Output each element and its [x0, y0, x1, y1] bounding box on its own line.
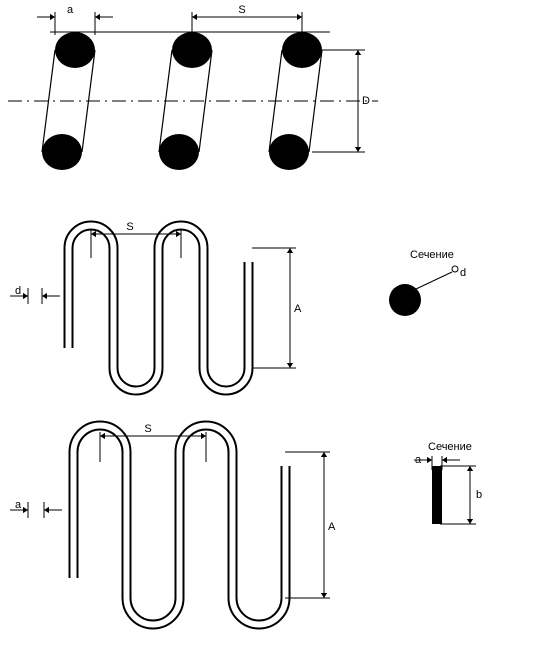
coil-bottom	[159, 134, 199, 170]
dim-label: d	[15, 285, 21, 297]
section-d-label: d	[460, 267, 466, 279]
section-label: Сечение	[410, 249, 454, 261]
dim-label: b	[476, 489, 482, 501]
section-rect	[432, 466, 442, 524]
coil-top	[172, 32, 212, 68]
dim-label: S	[238, 4, 245, 16]
coil-bottom	[42, 134, 82, 170]
dim-label: S	[144, 423, 151, 435]
dim-label: A	[294, 303, 302, 315]
section-label: Сечение	[428, 441, 472, 453]
dim-label: a	[15, 499, 22, 511]
coil-top	[55, 32, 95, 68]
dim-label: D	[362, 95, 370, 107]
dim-label: A	[328, 521, 336, 533]
coil-bottom	[269, 134, 309, 170]
dim-label: a	[415, 454, 422, 466]
dim-label: a	[67, 4, 74, 16]
dim-label: S	[126, 221, 133, 233]
